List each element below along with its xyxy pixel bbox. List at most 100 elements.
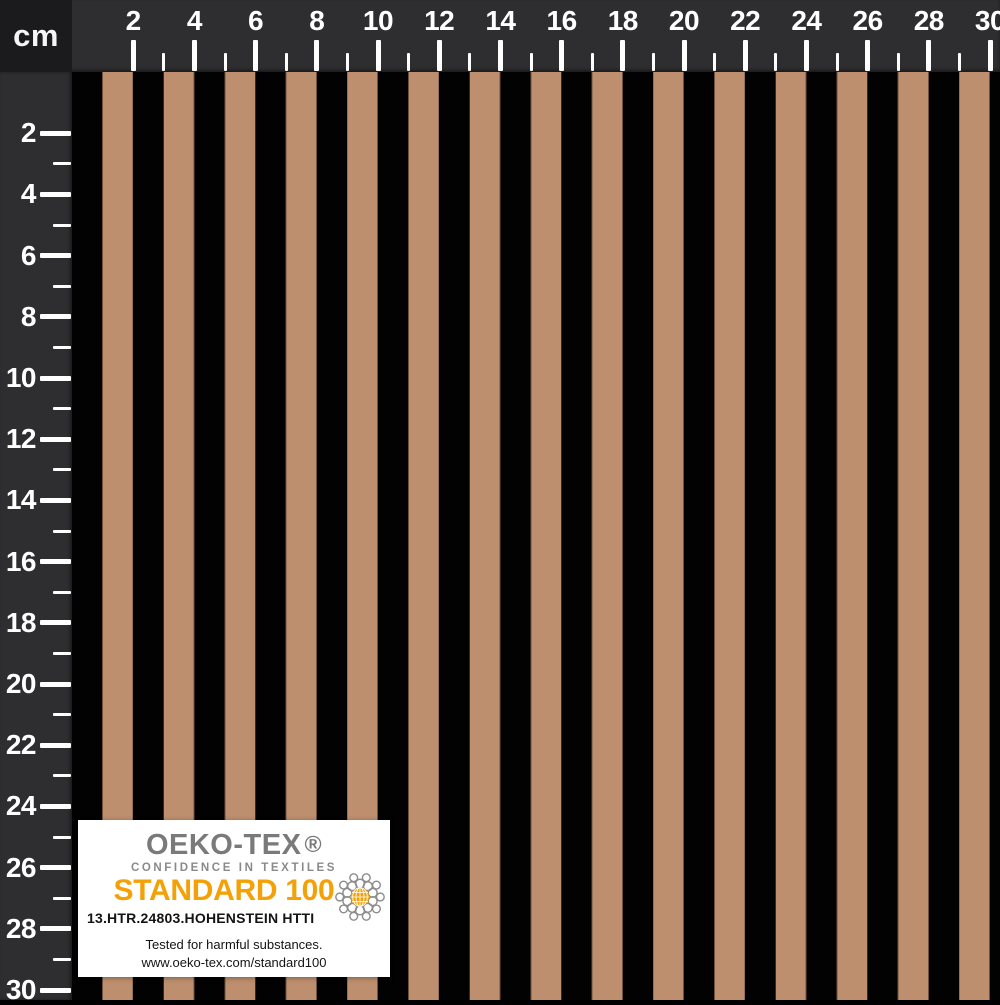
- ruler-tick-major: [314, 40, 320, 71]
- ruler-tick-major: [40, 742, 71, 748]
- ruler-tick-minor: [468, 53, 472, 71]
- ruler-tick-major: [926, 40, 932, 71]
- ruler-tick-major: [40, 865, 71, 871]
- ruler-tick-minor: [53, 957, 71, 961]
- unit-text: cm: [13, 18, 59, 53]
- ruler-number: 26: [852, 5, 884, 36]
- ruler-number: 24: [5, 790, 37, 822]
- ruler-number: 12: [424, 5, 455, 36]
- brand-text: OEKO-TEX: [145, 829, 302, 861]
- ruler-number: 20: [5, 668, 37, 699]
- ruler-tick-major: [40, 803, 71, 809]
- ruler-tick-minor: [713, 53, 717, 71]
- ruler-tick-minor: [53, 590, 71, 594]
- ruler-number: 18: [5, 606, 37, 638]
- ruler-tick-minor: [53, 468, 71, 472]
- ruler-tick-minor: [407, 53, 411, 71]
- ruler-tick-minor: [835, 53, 839, 71]
- ruler-tick-minor: [774, 53, 778, 71]
- ruler-number: 20: [668, 5, 700, 36]
- ruler-number: 12: [5, 423, 37, 455]
- ruler-tick-minor: [53, 651, 71, 655]
- ruler-number: 4: [186, 5, 203, 36]
- ruler-tick-minor: [590, 53, 594, 71]
- ruler-number: 30: [5, 974, 37, 1005]
- ruler-tick-minor: [162, 53, 166, 71]
- ruler-tick-major: [40, 620, 71, 626]
- ruler-tick-minor: [53, 223, 71, 227]
- ruler-tick-minor: [53, 284, 71, 288]
- ruler-number: 10: [5, 362, 37, 393]
- ruler-tick-major: [559, 40, 565, 71]
- ruler-tick-minor: [53, 529, 71, 533]
- ruler-number: 8: [20, 300, 37, 332]
- ruler-tick-major: [40, 314, 71, 320]
- left-ruler: 2 4 6 8 10 12 14 16 18 20 22 24 26 28 30: [0, 72, 72, 1005]
- ruler-tick-minor: [53, 835, 71, 839]
- ruler-tick-minor: [957, 53, 961, 71]
- ruler-tick-major: [620, 40, 626, 71]
- ruler-number: 28: [913, 5, 945, 36]
- ruler-tick-minor: [529, 53, 533, 71]
- certificate-number: 13.HTR.24803.HOHENSTEIN HTTI: [87, 910, 315, 926]
- ruler-tick-major: [191, 40, 197, 71]
- ruler-number: 26: [5, 851, 37, 883]
- ruler-tick-major: [40, 559, 71, 565]
- ruler-tick-minor: [284, 53, 288, 71]
- ruler-number: 6: [20, 239, 37, 271]
- ruler-tick-major: [803, 40, 809, 71]
- ruler-tick-minor: [896, 53, 900, 71]
- tested-line: Tested for harmful substances.: [145, 937, 323, 952]
- tagline: CONFIDENCE IN TEXTILES: [130, 862, 338, 874]
- ruler-number: 4: [20, 178, 37, 210]
- ruler-tick-major: [497, 40, 503, 71]
- ruler-tick-major: [40, 926, 71, 932]
- ruler-tick-major: [40, 681, 71, 687]
- ruler-number: 16: [546, 5, 578, 36]
- ruler-number: 24: [791, 5, 822, 36]
- ruler-number: 10: [362, 5, 394, 36]
- ruler-unit-label: cm: [0, 0, 72, 72]
- ruler-tick-minor: [53, 774, 71, 778]
- ruler-number: 6: [248, 5, 264, 36]
- ruler-number: 22: [730, 5, 761, 36]
- ruler-tick-major: [681, 40, 687, 71]
- registered-trademark-icon: ®: [304, 831, 323, 857]
- ruler-tick-major: [865, 40, 871, 71]
- ruler-tick-major: [987, 40, 993, 71]
- ruler-tick-major: [40, 375, 71, 381]
- oeko-tex-certification-label: OEKO-TEX ® CONFIDENCE IN TEXTILES STANDAR…: [78, 820, 390, 977]
- ruler-number: 30: [974, 5, 1000, 36]
- ruler-tick-major: [375, 40, 381, 71]
- ruler-number: 28: [5, 912, 37, 944]
- ruler-number: 14: [5, 484, 37, 516]
- oeko-tex-brand: OEKO-TEX ®: [78, 831, 390, 860]
- top-ruler: 2 4 6 8 10 12 14 16 18 20 22 24 26 28 30: [0, 0, 1000, 72]
- ruler-tick-major: [130, 40, 136, 71]
- ruler-tick-minor: [53, 896, 71, 900]
- ruler-number: 22: [5, 729, 37, 761]
- ruler-tick-minor: [651, 53, 655, 71]
- ruler-number: 8: [309, 5, 325, 36]
- ruler-tick-major: [40, 130, 71, 136]
- ruler-number: 16: [5, 545, 37, 577]
- ruler-tick-minor: [53, 713, 71, 717]
- ruler-tick-major: [40, 253, 71, 259]
- ruler-tick-major: [40, 191, 71, 197]
- ruler-number: 2: [125, 5, 142, 36]
- ruler-tick-minor: [53, 345, 71, 349]
- ruler-tick-minor: [223, 53, 227, 71]
- ruler-tick-major: [253, 40, 259, 71]
- ruler-tick-minor: [53, 162, 71, 166]
- standard-100: STANDARD 100: [113, 874, 335, 907]
- ruler-tick-major: [40, 497, 71, 503]
- oeko-tex-url: www.oeko-tex.com/standard100: [141, 955, 327, 970]
- ruler-number: 14: [485, 5, 516, 36]
- oeko-tex-flower-logo: [335, 873, 385, 921]
- ruler-tick-major: [40, 436, 71, 442]
- ruler-tick-minor: [53, 407, 71, 411]
- ruler-tick-minor: [345, 53, 349, 71]
- ruler-number: 2: [20, 117, 37, 149]
- ruler-tick-major: [742, 40, 748, 71]
